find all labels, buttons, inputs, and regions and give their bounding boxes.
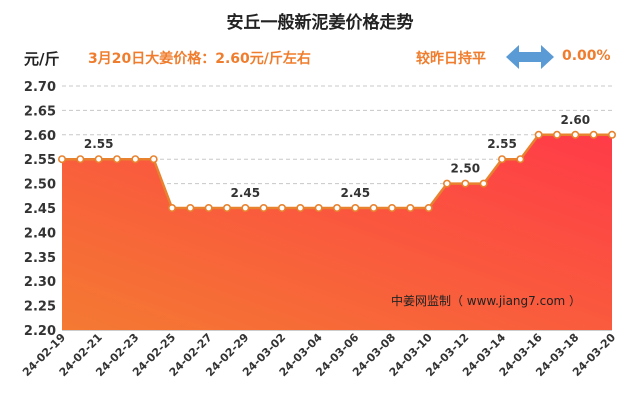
data-point <box>534 130 543 139</box>
data-label: 2.50 <box>451 162 481 176</box>
data-point <box>369 204 378 213</box>
data-point <box>223 204 232 213</box>
y-axis: 2.20 2.25 2.30 2.35 2.40 2.45 2.50 2.55 2.60 2.65… <box>24 80 56 339</box>
data-point <box>461 179 470 188</box>
watermark-text: 中姜网监制（ www.jiang7.com ） <box>391 293 581 308</box>
data-point <box>186 204 195 213</box>
data-point <box>442 179 451 188</box>
data-point <box>277 204 286 213</box>
data-point <box>149 155 158 164</box>
data-point <box>516 155 525 164</box>
x-axis: 24-02-1924-02-2124-02-2324-02-2524-02-27… <box>20 331 618 379</box>
data-point <box>241 204 250 213</box>
data-label: 2.45 <box>341 186 371 200</box>
y-tick-label: 2.45 <box>24 202 56 217</box>
y-tick-label: 2.30 <box>24 275 56 290</box>
data-label: 2.55 <box>84 137 114 151</box>
data-labels: 2.55 2.45 2.45 2.50 2.55 2.60 <box>84 113 590 200</box>
change-value: 0.00% <box>562 48 611 64</box>
data-point <box>131 155 140 164</box>
data-point <box>571 130 580 139</box>
y-tick-label: 2.70 <box>24 80 56 95</box>
data-point <box>259 204 268 213</box>
price-note: 3月20日大姜价格：2.60元/斤左右 <box>88 51 311 67</box>
data-point <box>113 155 122 164</box>
data-point <box>607 130 616 139</box>
data-label: 2.45 <box>231 186 261 200</box>
y-tick-label: 2.25 <box>24 300 56 315</box>
data-point <box>168 204 177 213</box>
data-point <box>314 204 323 213</box>
data-point <box>57 155 66 164</box>
point-layer <box>57 130 616 213</box>
data-point <box>479 179 488 188</box>
y-tick-label: 2.55 <box>24 153 56 168</box>
data-point <box>589 130 598 139</box>
data-label: 2.55 <box>487 137 517 151</box>
chart-title: 安丘一般新泥姜价格走势 <box>226 13 414 33</box>
data-label: 2.60 <box>561 113 591 127</box>
y-tick-label: 2.60 <box>24 129 56 144</box>
data-point <box>351 204 360 213</box>
y-tick-label: 2.50 <box>24 178 56 193</box>
data-point <box>387 204 396 213</box>
data-point <box>406 204 415 213</box>
y-tick-label: 2.35 <box>24 251 56 266</box>
data-point <box>94 155 103 164</box>
y-tick-label: 2.40 <box>24 226 56 241</box>
y-tick-label: 2.20 <box>24 324 56 339</box>
data-point <box>332 204 341 213</box>
y-tick-label: 2.65 <box>24 104 56 119</box>
data-point <box>552 130 561 139</box>
data-point <box>76 155 85 164</box>
data-point <box>424 204 433 213</box>
y-unit-label: 元/斤 <box>24 50 60 68</box>
data-point <box>296 204 305 213</box>
data-point <box>204 204 213 213</box>
data-point <box>497 155 506 164</box>
compare-label: 较昨日持平 <box>416 51 486 67</box>
left-right-arrow-icon <box>506 45 554 69</box>
